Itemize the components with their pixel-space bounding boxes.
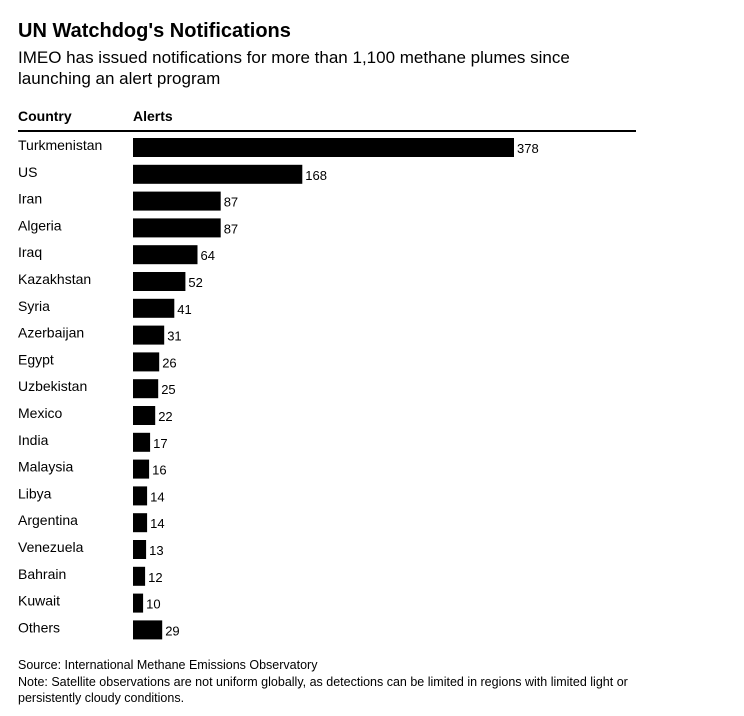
bar-algeria: [133, 218, 221, 238]
value-label-kazakhstan: 52: [188, 275, 202, 290]
bar-egypt: [133, 352, 160, 372]
chart-title: UN Watchdog's Notifications: [18, 20, 291, 42]
value-label-turkmenistan: 378: [517, 141, 539, 156]
value-label-syria: 41: [177, 302, 191, 317]
category-label-others: Others: [18, 619, 60, 635]
value-label-uzbekistan: 25: [161, 382, 175, 397]
value-label-venezuela: 13: [149, 543, 163, 558]
category-label-turkmenistan: Turkmenistan: [18, 137, 102, 153]
bar-iraq: [133, 245, 198, 265]
source-note: Source: International Methane Emissions …: [18, 658, 318, 672]
category-label-argentina: Argentina: [18, 512, 78, 528]
value-label-azerbaijan: 31: [167, 329, 181, 344]
value-label-algeria: 87: [224, 221, 238, 236]
bar-venezuela: [133, 540, 147, 559]
category-label-uzbekistan: Uzbekistan: [18, 378, 87, 394]
value-label-mexico: 22: [158, 409, 172, 424]
category-label-syria: Syria: [18, 298, 50, 314]
bar-chart: Turkmenistan 378 US 168 Iran 87 Algeria 87 Iraq 6…: [18, 137, 539, 640]
category-label-us: US: [18, 164, 37, 180]
bar-kazakhstan: [133, 272, 186, 291]
bar-azerbaijan: [133, 325, 165, 345]
category-label-algeria: Algeria: [18, 217, 62, 233]
category-label-kuwait: Kuwait: [18, 593, 60, 609]
bar-others: [133, 620, 163, 640]
category-label-libya: Libya: [18, 485, 52, 501]
bar-libya: [133, 486, 148, 506]
bar-syria: [133, 298, 175, 318]
category-label-india: India: [18, 432, 49, 448]
bar-bahrain: [133, 566, 146, 586]
column-header-alerts: Alerts: [133, 108, 173, 124]
bar-argentina: [133, 513, 148, 533]
category-label-malaysia: Malaysia: [18, 459, 73, 475]
bar-mexico: [133, 406, 156, 425]
bar-india: [133, 432, 151, 452]
bar-iran: [133, 191, 221, 211]
category-label-egypt: Egypt: [18, 351, 54, 367]
bar-turkmenistan: [133, 138, 514, 157]
bar-kuwait: [133, 593, 144, 613]
value-label-malaysia: 16: [152, 463, 166, 478]
bar-malaysia: [133, 459, 150, 479]
category-label-kazakhstan: Kazakhstan: [18, 271, 91, 287]
value-label-us: 168: [305, 168, 327, 183]
value-label-india: 17: [153, 436, 167, 451]
category-label-bahrain: Bahrain: [18, 566, 66, 582]
chart-footer: Source: International Methane Emissions …: [18, 657, 628, 707]
category-label-azerbaijan: Azerbaijan: [18, 325, 84, 341]
bar-us: [133, 164, 303, 184]
footnote: Note: Satellite observations are not uni…: [18, 674, 628, 706]
value-label-argentina: 14: [150, 516, 164, 531]
category-label-iraq: Iraq: [18, 244, 42, 260]
category-label-mexico: Mexico: [18, 405, 63, 421]
value-label-egypt: 26: [162, 355, 176, 370]
value-label-others: 29: [165, 623, 179, 638]
header-rule: [18, 130, 636, 132]
value-label-libya: 14: [150, 489, 164, 504]
category-label-venezuela: Venezuela: [18, 539, 84, 555]
value-label-iran: 87: [224, 195, 238, 210]
value-label-iraq: 64: [201, 248, 215, 263]
column-header-country: Country: [18, 108, 72, 124]
chart-subtitle: IMEO has issued notifications for more t…: [18, 48, 570, 88]
category-label-iran: Iran: [18, 191, 42, 207]
value-label-bahrain: 12: [148, 570, 162, 585]
value-label-kuwait: 10: [146, 597, 160, 612]
bar-uzbekistan: [133, 379, 159, 399]
